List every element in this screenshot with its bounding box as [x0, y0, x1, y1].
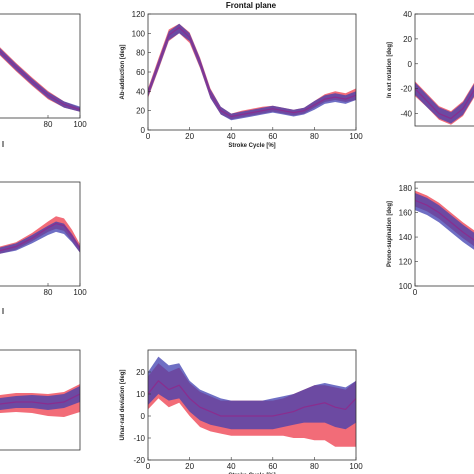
y-tick-label: 180: [399, 184, 413, 193]
y-tick-label: -20: [400, 85, 412, 94]
x-tick-label: 40: [227, 462, 236, 471]
y-tick-label: 120: [399, 258, 413, 267]
y-tick-label: 100: [399, 282, 413, 291]
y-tick-label: 80: [136, 49, 145, 58]
axes-frame: [0, 13, 81, 119]
y-tick-label: -10: [133, 434, 145, 443]
mean-line: [415, 88, 474, 120]
x-tick-label: 0: [146, 462, 151, 471]
y-tick-label: 20: [136, 368, 145, 377]
y-tick-label: 0: [141, 412, 146, 421]
chart-left-top: 80 100: [0, 13, 87, 129]
mean-line: [148, 379, 356, 417]
mean-line: [415, 199, 474, 241]
y-tick-label: 100: [132, 29, 146, 38]
blue-band: [148, 356, 356, 430]
blue-band: [0, 386, 80, 410]
mean-line: [0, 222, 80, 252]
x-tick-label: 100: [349, 462, 363, 471]
y-tick-label: 40: [136, 87, 145, 96]
mean-line: [0, 393, 80, 405]
x-tick-label: 100: [349, 132, 363, 141]
axes-frame: [414, 181, 474, 287]
y-tick-label: -20: [133, 456, 145, 465]
chart-left-bottom: [0, 349, 81, 451]
plot-area: [0, 47, 80, 112]
x-tick-label: 100: [73, 288, 87, 297]
chart-right-top: -40 -20 0 20 40 In ext rotation [deg]: [387, 10, 474, 127]
x-tick-label: 80: [44, 120, 53, 129]
x-tick-label: 0: [146, 132, 151, 141]
figure-title: Frontal plane: [226, 1, 277, 10]
y-axis-label: Prono-supination [deg]: [387, 201, 393, 267]
y-axis-label: In ext rotation [deg]: [387, 42, 393, 98]
x-tick-label: 80: [44, 288, 53, 297]
y-axis-label: Ab-adduction [deg]: [120, 45, 126, 100]
axes-frame: [414, 13, 474, 127]
red-band: [148, 23, 356, 120]
y-tick-label: 120: [132, 10, 146, 19]
x-tick-label: 20: [185, 462, 194, 471]
y-tick-label: 10: [136, 390, 145, 399]
blue-band: [415, 82, 474, 124]
mean-line: [0, 50, 80, 111]
y-tick-label: 0: [408, 60, 413, 69]
blue-band: [148, 23, 356, 121]
x-tick-label: 100: [73, 120, 87, 129]
axes-frame: [147, 349, 357, 461]
x-tick-label: 60: [268, 132, 277, 141]
chart-right-middle: 020100120140160180Prono-supination [deg]: [387, 181, 474, 297]
y-tick-label: -40: [400, 110, 412, 119]
axes-frame: [0, 349, 81, 451]
plot-area: [0, 384, 80, 417]
y-tick-label: 160: [399, 209, 413, 218]
x-tick-label: 0: [413, 288, 418, 297]
plot-area: [148, 23, 356, 121]
y-axis-label: Ulnar-rad deviation [deg]: [120, 369, 126, 440]
axes-frame: [0, 181, 81, 287]
plot-area: [415, 190, 474, 250]
x-tick-label: 20: [185, 132, 194, 141]
plot-area: [148, 356, 356, 447]
y-tick-label: 60: [136, 68, 145, 77]
plot-area: [0, 216, 80, 254]
x-axis-label: Stroke Cycle [%]: [228, 143, 275, 149]
chart-frontal-abduction: 0 20 40 60 80 100 0 20 40 60 80 100 120 Stroke Cycle …: [120, 10, 363, 149]
y-tick-label: 140: [399, 233, 413, 242]
blue-band: [0, 48, 80, 112]
plot-area: [415, 81, 474, 125]
y-tick-label: 20: [403, 35, 412, 44]
y-tick-label: 40: [403, 10, 412, 19]
x-tick-label: 60: [268, 462, 277, 471]
chart-left-middle: 80 100: [0, 181, 87, 297]
blue-band: [0, 221, 80, 254]
x-tick-label: 80: [310, 462, 319, 471]
y-tick-label: 0: [141, 126, 146, 135]
x-tick-label: 80: [310, 132, 319, 141]
y-tick-label: 20: [136, 107, 145, 116]
mean-line: [148, 26, 356, 118]
x-tick-label: 40: [227, 132, 236, 141]
